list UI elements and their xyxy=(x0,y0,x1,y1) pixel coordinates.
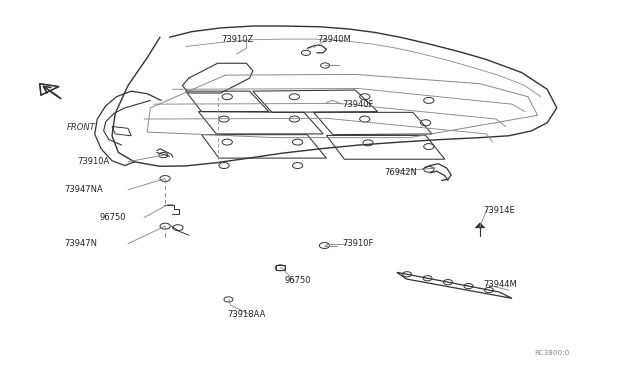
Text: 73947N: 73947N xyxy=(64,239,97,248)
Text: 73940M: 73940M xyxy=(317,35,351,44)
Text: 76942N: 76942N xyxy=(384,169,417,177)
Text: FRONT: FRONT xyxy=(67,123,96,132)
Text: RC3800:0: RC3800:0 xyxy=(534,350,570,356)
Text: 73910F: 73910F xyxy=(342,239,374,248)
Text: 73944M: 73944M xyxy=(483,280,517,289)
Text: 73940F: 73940F xyxy=(342,100,374,109)
Text: 73918AA: 73918AA xyxy=(227,310,266,319)
Polygon shape xyxy=(40,84,59,95)
Text: 73914E: 73914E xyxy=(483,206,515,215)
Text: 73947NA: 73947NA xyxy=(64,185,103,194)
Text: 73910Z: 73910Z xyxy=(221,35,253,44)
Text: 73910A: 73910A xyxy=(77,157,109,166)
Text: 96750: 96750 xyxy=(99,213,125,222)
Text: 96750: 96750 xyxy=(285,276,311,285)
Polygon shape xyxy=(476,223,484,228)
